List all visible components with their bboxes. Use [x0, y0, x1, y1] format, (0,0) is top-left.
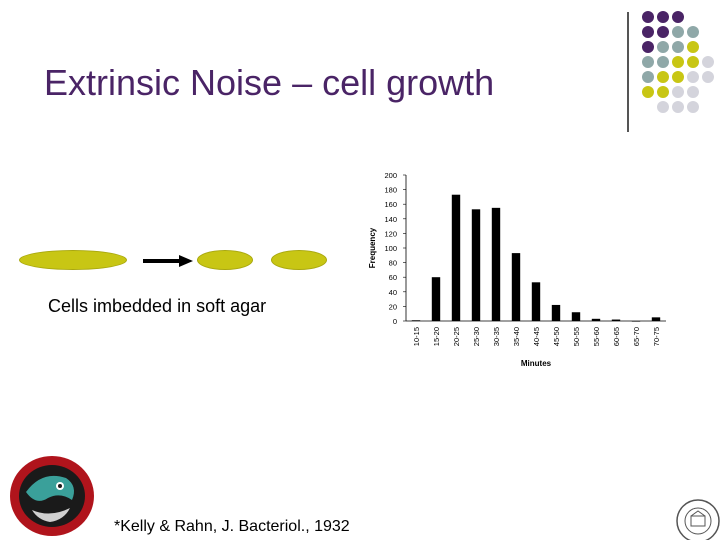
- x-tick-label: 35-40: [512, 327, 521, 346]
- decorative-dot: [687, 86, 699, 98]
- x-tick-label: 15-20: [432, 327, 441, 346]
- y-tick-label: 140: [384, 215, 397, 224]
- x-tick-label: 20-25: [452, 327, 461, 346]
- decorative-dot: [642, 41, 654, 53]
- decorative-dot: [657, 26, 669, 38]
- decorative-dot: [702, 71, 714, 83]
- histogram-bar: [411, 320, 421, 321]
- title-divider-line: [627, 12, 629, 132]
- x-tick-label: 60-65: [612, 327, 621, 346]
- y-tick-label: 100: [384, 244, 397, 253]
- decorative-dot: [672, 26, 684, 38]
- decorative-dot: [672, 86, 684, 98]
- decorative-dot: [642, 56, 654, 68]
- decorative-dot: [642, 71, 654, 83]
- x-tick-label: 30-35: [492, 327, 501, 346]
- decorative-dot: [642, 26, 654, 38]
- y-tick-label: 180: [384, 186, 397, 195]
- decorative-dot: [642, 86, 654, 98]
- division-time-histogram: Frequency Minutes 0 20 40 60 80 100 120 140 160 1…: [368, 171, 666, 368]
- x-tick-label: 25-30: [472, 327, 481, 346]
- decorative-dot: [672, 11, 684, 23]
- decorative-dot: [657, 41, 669, 53]
- histogram-bar: [431, 277, 441, 321]
- decorative-dot: [702, 56, 714, 68]
- decorative-dot: [657, 86, 669, 98]
- y-tick-label: 200: [384, 171, 397, 180]
- decorative-dot: [642, 11, 654, 23]
- decorative-dot: [672, 71, 684, 83]
- decorative-dot: [657, 11, 669, 23]
- cell-elongated: [19, 250, 127, 270]
- histogram-bar: [611, 319, 621, 321]
- nih-seal-icon: [676, 499, 720, 540]
- decorative-dot: [687, 101, 699, 113]
- histogram-bar: [551, 304, 561, 321]
- y-tick-label: 80: [389, 259, 397, 268]
- decorative-dot: [687, 26, 699, 38]
- histogram-bar: [531, 282, 541, 321]
- x-tick-label: 40-45: [532, 327, 541, 346]
- histogram-bar: [451, 194, 461, 321]
- histogram-bar: [471, 209, 481, 321]
- decorative-dot: [672, 56, 684, 68]
- decorative-dot: [687, 56, 699, 68]
- x-tick-label: 10-15: [412, 327, 421, 346]
- y-tick-label: 20: [389, 302, 397, 311]
- y-tick-label: 40: [389, 288, 397, 297]
- decorative-dot-grid: [642, 11, 714, 113]
- y-tick-label: 60: [389, 273, 397, 282]
- y-axis-label: Frequency: [368, 227, 377, 268]
- y-tick-label: 120: [384, 229, 397, 238]
- decorative-dot: [672, 101, 684, 113]
- x-tick-label: 45-50: [552, 327, 561, 346]
- decorative-dot: [687, 71, 699, 83]
- x-axis-label: Minutes: [521, 359, 552, 368]
- x-tick-label: 55-60: [592, 327, 601, 346]
- x-tick-label: 65-70: [632, 327, 641, 346]
- histogram-bar: [511, 253, 521, 321]
- decorative-dot: [657, 101, 669, 113]
- decorative-dot: [657, 56, 669, 68]
- histogram-bar: [491, 207, 501, 321]
- daughter-cell-left: [197, 250, 253, 270]
- daughter-cell-right: [271, 250, 327, 270]
- histogram-bar: [571, 312, 581, 321]
- slide-title: Extrinsic Noise – cell growth: [44, 62, 495, 103]
- decorative-dot: [657, 71, 669, 83]
- arrow-right-icon: [143, 255, 193, 267]
- citation-text: *Kelly & Rahn, J. Bacteriol., 1932: [114, 518, 350, 535]
- science-center-logo-icon: [10, 456, 94, 536]
- y-tick-label: 0: [393, 317, 397, 326]
- y-tick-label: 160: [384, 200, 397, 209]
- x-tick-label: 70-75: [652, 327, 661, 346]
- x-tick-label: 50-55: [572, 327, 581, 346]
- histogram-bar: [651, 317, 661, 321]
- histogram-bar: [631, 321, 641, 322]
- histogram-bar: [591, 318, 601, 321]
- decorative-dot: [672, 41, 684, 53]
- decorative-dot: [687, 41, 699, 53]
- cells-caption: Cells imbedded in soft agar: [48, 296, 267, 316]
